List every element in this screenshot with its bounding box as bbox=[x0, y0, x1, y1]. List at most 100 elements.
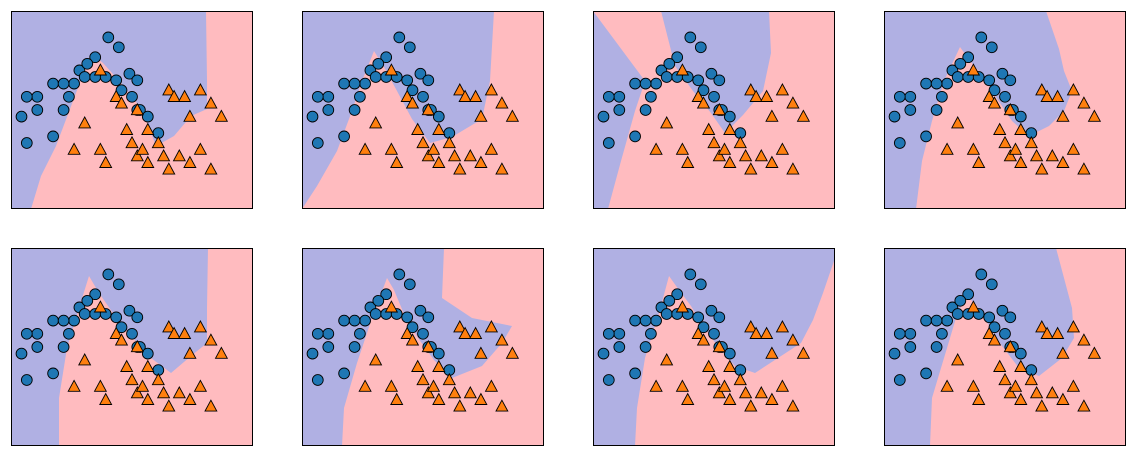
triangle-point bbox=[765, 155, 779, 168]
triangle-point bbox=[998, 372, 1012, 386]
circle-point bbox=[422, 311, 435, 324]
circle-point bbox=[131, 74, 144, 87]
triangle-point bbox=[130, 386, 144, 399]
triangle-point bbox=[400, 89, 414, 102]
circle-point bbox=[57, 341, 70, 353]
circle-point bbox=[380, 288, 393, 301]
subplot-frame bbox=[302, 11, 544, 209]
triangle-point bbox=[405, 333, 420, 346]
triangle-point bbox=[432, 359, 446, 372]
circle-point bbox=[348, 104, 361, 116]
triangle-point bbox=[998, 135, 1012, 149]
triangle-point bbox=[707, 372, 721, 386]
triangle-point bbox=[702, 359, 716, 372]
circle-point bbox=[893, 327, 906, 340]
triangle-point bbox=[120, 359, 134, 372]
plot-area bbox=[302, 11, 544, 209]
circle-point bbox=[613, 90, 626, 103]
circle-point bbox=[311, 327, 324, 340]
circle-point bbox=[112, 41, 125, 54]
triangle-point bbox=[458, 326, 472, 339]
triangle-point bbox=[717, 379, 732, 392]
triangle-point bbox=[754, 149, 768, 162]
circle-point bbox=[372, 57, 385, 70]
triangle-point bbox=[369, 116, 383, 129]
circle-point bbox=[359, 77, 371, 90]
triangle-point bbox=[109, 326, 123, 339]
triangle-point bbox=[390, 155, 404, 168]
triangle-point bbox=[966, 142, 981, 155]
triangle-point bbox=[141, 359, 155, 372]
triangle-point bbox=[675, 63, 690, 76]
triangle-point bbox=[1077, 96, 1091, 109]
triangle-point bbox=[151, 372, 165, 386]
circle-point bbox=[983, 74, 996, 87]
circle-point bbox=[1004, 74, 1017, 87]
circle-point bbox=[354, 327, 366, 340]
circle-point bbox=[723, 110, 736, 123]
triangle-point bbox=[1014, 155, 1028, 168]
circle-point bbox=[629, 314, 641, 327]
triangle-point bbox=[156, 386, 171, 399]
triangle-point bbox=[1087, 109, 1102, 122]
subplot-1 bbox=[11, 11, 253, 209]
circle-point bbox=[951, 71, 964, 83]
circle-point bbox=[47, 314, 59, 327]
circle-point bbox=[713, 311, 726, 324]
triangle-point bbox=[1066, 379, 1081, 392]
triangle-point bbox=[723, 122, 737, 135]
triangle-point bbox=[940, 379, 954, 392]
circle-point bbox=[81, 294, 94, 307]
subplot-8 bbox=[884, 248, 1126, 446]
triangle-point bbox=[421, 386, 435, 399]
triangle-point bbox=[156, 149, 171, 162]
triangle-point bbox=[796, 109, 811, 122]
triangle-point bbox=[426, 379, 441, 392]
triangle-point bbox=[358, 379, 372, 392]
circle-point bbox=[684, 31, 697, 44]
triangle-point bbox=[1003, 339, 1017, 353]
circle-point bbox=[417, 327, 429, 340]
circle-point bbox=[102, 31, 115, 44]
triangle-point bbox=[458, 89, 472, 102]
triangle-point bbox=[691, 89, 705, 102]
circle-point bbox=[650, 314, 662, 327]
triangle-point bbox=[369, 353, 383, 366]
circle-point bbox=[920, 314, 932, 327]
circle-point bbox=[311, 374, 324, 386]
triangle-point bbox=[1056, 155, 1070, 168]
circle-point bbox=[602, 137, 615, 149]
circle-point bbox=[930, 314, 943, 327]
triangle-point bbox=[675, 300, 690, 313]
triangle-point bbox=[733, 372, 747, 386]
triangle-point bbox=[1014, 122, 1028, 135]
triangle-point bbox=[384, 142, 399, 155]
circle-point bbox=[941, 77, 953, 90]
triangle-point bbox=[183, 392, 197, 405]
circle-point bbox=[893, 137, 906, 149]
triangle-point bbox=[162, 320, 176, 333]
triangle-point bbox=[1003, 386, 1017, 399]
circle-point bbox=[141, 110, 154, 123]
circle-point bbox=[602, 374, 615, 386]
triangle-point bbox=[93, 300, 108, 313]
triangle-point bbox=[675, 142, 690, 155]
triangle-point bbox=[1003, 149, 1017, 162]
triangle-point bbox=[109, 89, 123, 102]
circle-point bbox=[983, 311, 996, 324]
triangle-point bbox=[786, 399, 800, 412]
triangle-point bbox=[214, 109, 229, 122]
circle-point bbox=[354, 90, 366, 103]
circle-point bbox=[338, 77, 350, 90]
triangle-point bbox=[453, 399, 467, 412]
circle-point bbox=[20, 327, 33, 340]
triangle-point bbox=[453, 320, 467, 333]
triangle-point bbox=[1035, 399, 1049, 412]
circle-point bbox=[936, 327, 948, 340]
circle-point bbox=[47, 130, 59, 143]
circle-point bbox=[380, 51, 393, 64]
triangle-point bbox=[1077, 333, 1091, 346]
triangle-point bbox=[416, 135, 430, 149]
circle-point bbox=[31, 104, 44, 116]
triangle-point bbox=[744, 399, 758, 412]
